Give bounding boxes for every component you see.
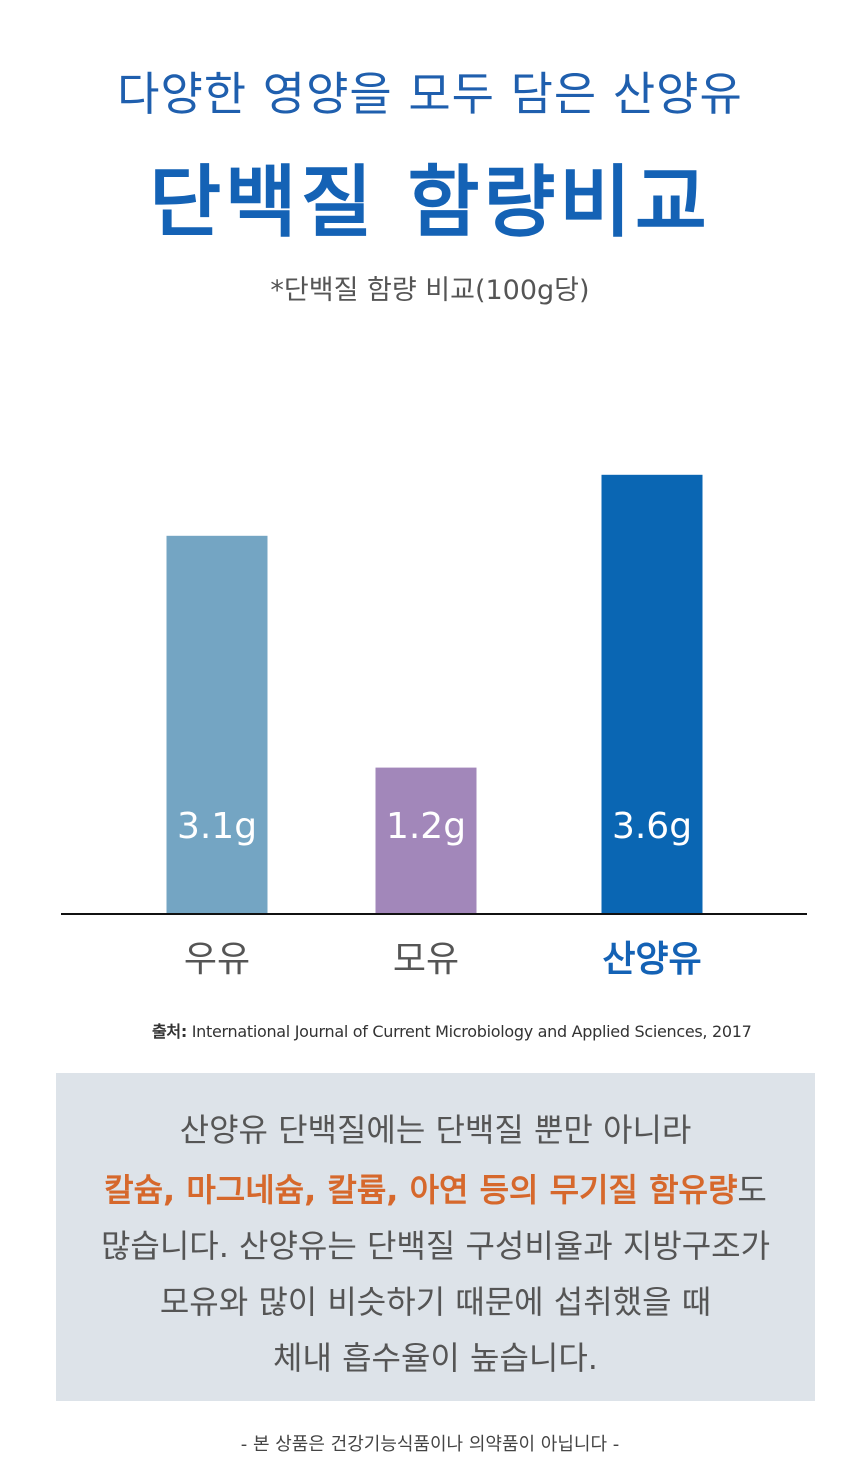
- bar-3: [601, 474, 703, 914]
- description-line-4: 모유와 많이 비슷하기 때문에 섭취했을 때: [159, 1283, 712, 1321]
- source-citation: 출처: International Journal of Current Mic…: [152, 1018, 752, 1042]
- description-box: 산양유 단백질에는 단백질 뿐만 아니라 칼슘, 마그네슘, 칼륨, 아연 등의…: [56, 1073, 815, 1401]
- page-subtitle: 다양한 영양을 모두 담은 산양유: [117, 67, 743, 121]
- description-line-1: 산양유 단백질에는 단백질 뿐만 아니라: [179, 1111, 692, 1149]
- source-text: International Journal of Current Microbi…: [186, 1022, 752, 1041]
- category-label-2: 모유: [393, 939, 459, 980]
- description-line-5: 체내 흡수율이 높습니다.: [273, 1339, 598, 1377]
- chart-note: *단백질 함량 비교(100g당): [270, 275, 590, 306]
- bar-value-label-3: 3.6g: [612, 806, 692, 847]
- description-line-2: 칼슘, 마그네슘, 칼륨, 아연 등의 무기질 함유량도: [56, 1165, 815, 1211]
- description-line-3: 많습니다. 산양유는 단백질 구성비율과 지방구조가: [100, 1227, 771, 1265]
- category-label-1: 우유: [184, 939, 250, 980]
- category-label-3: 산양유: [602, 939, 701, 980]
- bar-value-label-1: 3.1g: [177, 806, 257, 847]
- bar-2: [375, 767, 477, 914]
- page-title: 단백질 함량비교: [149, 158, 711, 248]
- bar-chart: 3.1g 우유 1.2g 모유 3.6g 산양유: [61, 474, 807, 980]
- bar-1: [166, 535, 268, 914]
- source-label: 출처:: [152, 1022, 187, 1041]
- disclaimer: - 본 상품은 건강기능식품이나 의약품이 아닙니다 -: [240, 1434, 620, 1455]
- bar-value-label-2: 1.2g: [386, 806, 466, 847]
- description-line-2-rest: 도: [737, 1171, 767, 1209]
- description-highlight: 칼슘, 마그네슘, 칼륨, 아연 등의 무기질 함유량: [104, 1171, 738, 1209]
